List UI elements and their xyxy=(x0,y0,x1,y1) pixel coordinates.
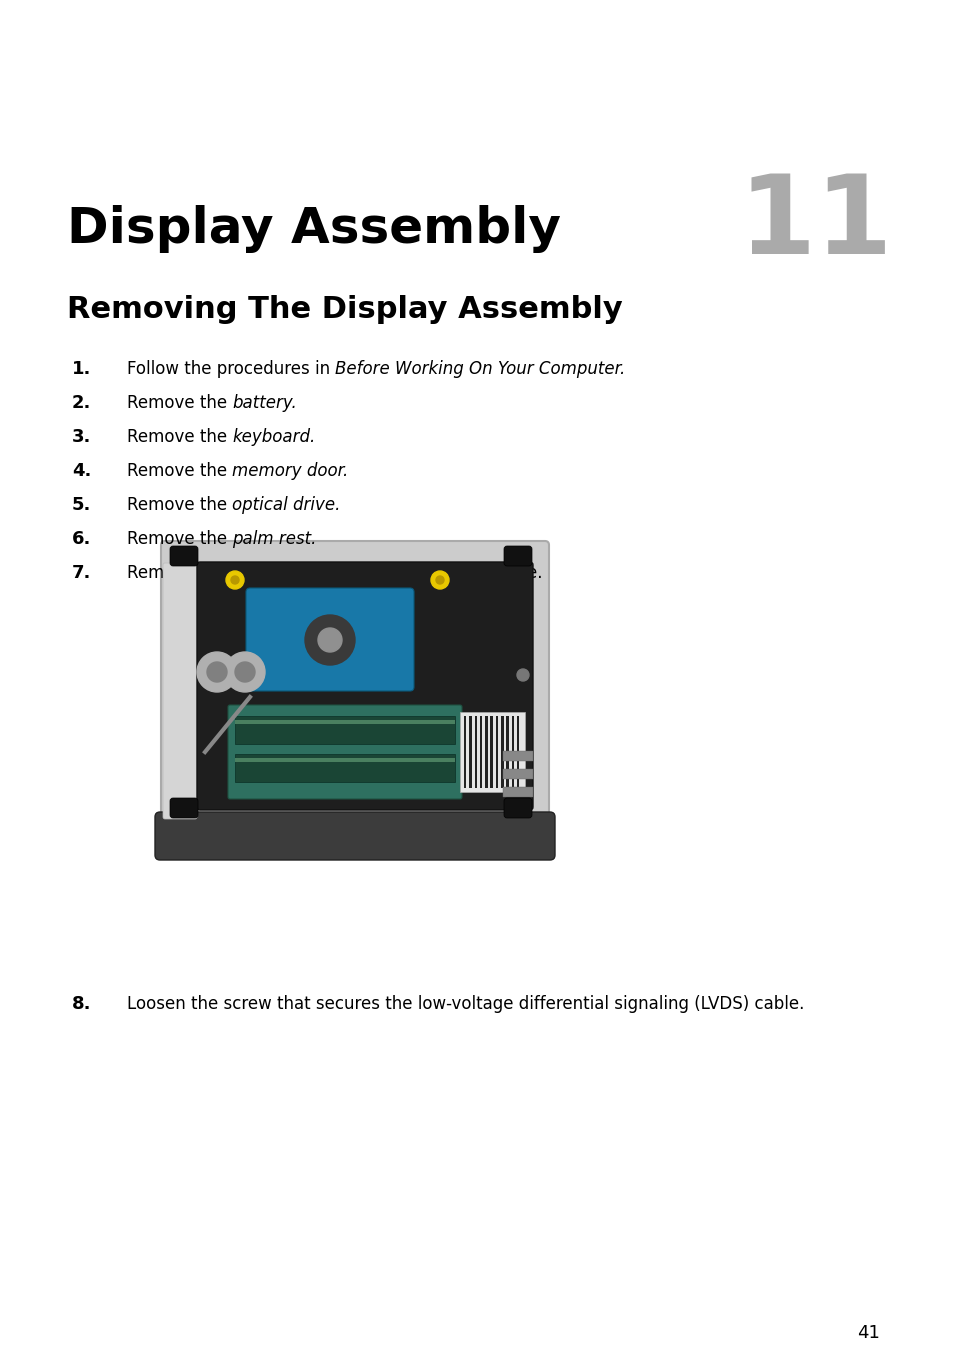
FancyBboxPatch shape xyxy=(228,705,461,799)
Bar xyxy=(234,758,455,762)
Text: 4.: 4. xyxy=(71,462,91,479)
FancyBboxPatch shape xyxy=(170,546,198,566)
Bar xyxy=(459,712,524,792)
Text: memory door.: memory door. xyxy=(233,462,348,479)
Circle shape xyxy=(431,571,449,589)
Bar xyxy=(234,754,455,781)
Bar xyxy=(506,716,508,788)
Text: 6.: 6. xyxy=(71,530,91,548)
Bar xyxy=(511,716,514,788)
Bar xyxy=(234,720,455,724)
Bar xyxy=(500,716,503,788)
Circle shape xyxy=(207,663,227,682)
Circle shape xyxy=(196,652,236,693)
Bar xyxy=(463,716,466,788)
Text: 5.: 5. xyxy=(71,496,91,514)
Text: 3.: 3. xyxy=(71,428,91,447)
Text: Before Working On Your Computer.: Before Working On Your Computer. xyxy=(335,361,625,378)
Text: Remove the: Remove the xyxy=(127,462,233,479)
Text: 1.: 1. xyxy=(71,361,91,378)
FancyBboxPatch shape xyxy=(154,811,555,861)
Text: Remove the screws that secure the display hinge.: Remove the screws that secure the displa… xyxy=(127,564,542,582)
Bar xyxy=(502,787,533,796)
Text: 8.: 8. xyxy=(71,994,91,1014)
FancyBboxPatch shape xyxy=(163,563,196,820)
Bar xyxy=(479,716,482,788)
Text: 11: 11 xyxy=(738,169,892,277)
Text: Remove the: Remove the xyxy=(127,530,233,548)
Text: battery.: battery. xyxy=(233,393,296,413)
Text: 7.: 7. xyxy=(71,564,91,582)
Bar xyxy=(490,716,493,788)
Text: Remove the: Remove the xyxy=(127,393,233,413)
Circle shape xyxy=(234,663,254,682)
FancyBboxPatch shape xyxy=(170,798,198,818)
FancyBboxPatch shape xyxy=(196,561,533,810)
Bar xyxy=(502,751,533,761)
Text: palm rest.: palm rest. xyxy=(233,530,316,548)
FancyBboxPatch shape xyxy=(503,546,532,566)
Text: Removing The Display Assembly: Removing The Display Assembly xyxy=(67,295,622,324)
Circle shape xyxy=(231,576,239,585)
Text: 2.: 2. xyxy=(71,393,91,413)
FancyBboxPatch shape xyxy=(503,798,532,818)
Text: optical drive.: optical drive. xyxy=(233,496,340,514)
Bar xyxy=(234,716,455,744)
FancyBboxPatch shape xyxy=(161,541,548,854)
Circle shape xyxy=(317,628,341,652)
Bar xyxy=(517,716,519,788)
Bar xyxy=(469,716,472,788)
Circle shape xyxy=(305,615,355,665)
Circle shape xyxy=(226,571,244,589)
Bar xyxy=(485,716,487,788)
Bar xyxy=(496,716,497,788)
Text: keyboard.: keyboard. xyxy=(233,428,315,447)
Text: Remove the: Remove the xyxy=(127,496,233,514)
Bar xyxy=(502,769,533,779)
Text: Loosen the screw that secures the low-voltage differential signaling (LVDS) cabl: Loosen the screw that secures the low-vo… xyxy=(127,994,803,1014)
Text: Follow the procedures in: Follow the procedures in xyxy=(127,361,335,378)
Bar xyxy=(474,716,476,788)
FancyBboxPatch shape xyxy=(246,587,414,691)
Text: Display Assembly: Display Assembly xyxy=(67,205,560,253)
Text: 41: 41 xyxy=(856,1324,879,1341)
Circle shape xyxy=(225,652,265,693)
Text: Remove the: Remove the xyxy=(127,428,233,447)
Circle shape xyxy=(517,669,529,682)
Circle shape xyxy=(436,576,443,585)
